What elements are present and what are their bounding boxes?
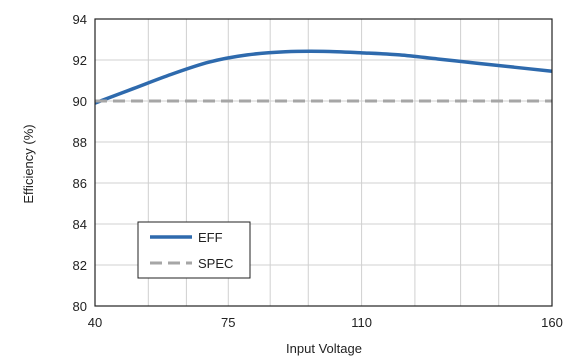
x-axis-label: Input Voltage — [286, 341, 362, 356]
legend-box — [137, 221, 251, 279]
y-tick-label: 90 — [73, 94, 87, 109]
y-tick-label: 94 — [73, 12, 87, 27]
plot-frame — [94, 18, 553, 307]
y-tick-label: 86 — [73, 176, 87, 191]
legend-label-spec: SPEC — [198, 256, 233, 271]
y-tick-label: 88 — [73, 135, 87, 150]
legend: EFF SPEC — [137, 221, 251, 279]
series-line-eff — [94, 49, 553, 105]
x-tick-label: 75 — [221, 315, 235, 330]
plot-border — [94, 18, 553, 307]
x-tick-label: 110 — [351, 315, 372, 330]
y-axis-label: Efficiency (%) — [21, 124, 36, 203]
x-tick-label: 160 — [541, 315, 563, 330]
y-tick-label: 92 — [73, 53, 87, 68]
x-axis: 40 75 110 160 — [88, 315, 563, 330]
legend-label-eff: EFF — [198, 230, 223, 245]
y-axis: 80 82 84 86 88 90 92 94 — [73, 12, 87, 314]
x-tick-label: 40 — [88, 315, 102, 330]
y-tick-label: 82 — [73, 258, 87, 273]
y-tick-label: 80 — [73, 299, 87, 314]
y-tick-label: 84 — [73, 217, 87, 232]
series-group — [94, 49, 553, 105]
